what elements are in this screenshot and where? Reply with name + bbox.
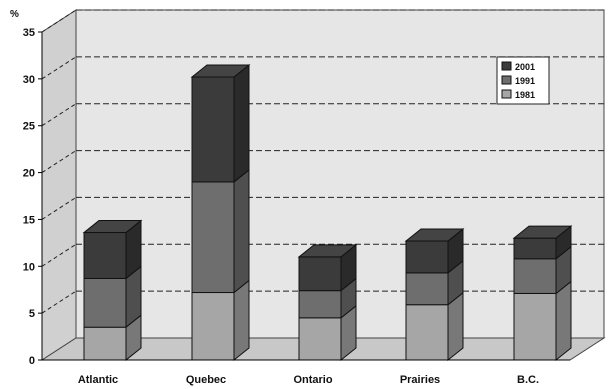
bar-top [82,220,143,234]
legend-label-1981: 1981 [515,90,535,100]
bar-segment-2001 [513,237,557,260]
bar-segment-1991 [298,290,342,319]
bar-segment-2001 [298,256,342,292]
bars [82,63,573,362]
x-axis: Atlantic Quebec Ontario Prairies B.C. [42,359,570,386]
legend-swatch-2001 [501,61,512,71]
legend-label-2001: 2001 [515,62,535,72]
bar-group-ontario [297,243,358,362]
y-tick-label-15: 15 [23,214,35,226]
bar-top [297,244,358,258]
bar-segment-2001 [83,232,127,279]
bar-side-1981 [555,280,572,362]
bar-top [190,64,251,78]
bar-group-quebec [190,63,251,362]
y-axis-unit-label: % [10,9,19,20]
legend-swatch-1991 [501,75,512,85]
bar-segment-1981 [405,304,449,361]
bar-segment-2001 [405,240,449,274]
legend-swatch-1981 [501,89,512,99]
bar-segment-1981 [298,317,342,361]
bar-top [404,228,465,242]
x-tick-label: Ontario [293,374,332,386]
y-tick-label-20: 20 [23,168,35,180]
bar-segment-1981 [83,326,127,361]
y-tick-label-25: 25 [23,121,35,133]
bar-segment-1991 [191,181,235,294]
bar-segment-1991 [83,277,127,328]
bar-group-prairies [404,227,465,362]
bar-side-1981 [233,279,250,362]
y-tick-label-5: 5 [29,308,35,320]
bar-group-b-c [512,225,573,362]
bar-segment-1991 [405,272,449,306]
bar-side-1991 [233,168,250,294]
left-wall [41,9,77,361]
x-tick-label: Atlantic [78,374,118,386]
bar-segment-1991 [513,258,557,294]
y-tick-label-0: 0 [29,355,35,367]
y-tick-label-30: 30 [23,74,35,86]
legend: 2001 1991 1981 [496,56,550,105]
x-tick-label: Quebec [186,374,226,386]
bar-segment-2001 [191,76,235,183]
y-axis: % 0 5 10 15 20 25 30 35 [10,9,43,367]
bar-side-2001 [233,63,250,183]
x-tick-label: Prairies [400,374,440,386]
y-tick-label-35: 35 [23,27,35,39]
bar-segment-1981 [191,292,235,361]
legend-label-1991: 1991 [515,76,535,86]
x-tick-label: B.C. [517,374,539,386]
y-tick-label-10: 10 [23,261,35,273]
bar-segment-1981 [513,292,557,361]
bar-top [512,225,573,239]
bar-group-atlantic [82,219,143,362]
